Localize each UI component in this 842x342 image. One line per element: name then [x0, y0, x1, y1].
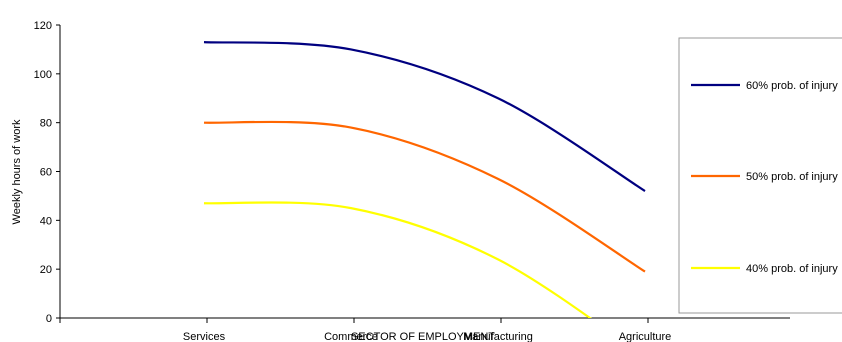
y-tick-label: 20	[40, 264, 52, 276]
y-tick-label: 80	[40, 118, 52, 130]
y-axis-title: Weekly hours of work	[11, 119, 23, 224]
x-axis	[60, 318, 790, 323]
legend-label-2: 50% prob. of injury	[746, 171, 838, 183]
series-line-3	[204, 202, 645, 342]
y-tick-label: 0	[46, 313, 52, 325]
y-tick-label: 120	[34, 20, 52, 32]
series-line-2	[204, 122, 645, 272]
legend-label-3: 40% prob. of injury	[746, 263, 838, 275]
x-tick-label: Agriculture	[619, 331, 672, 342]
x-axis-title: SECTOR OF EMPLOYMENT	[351, 331, 495, 342]
y-tick-label: 60	[40, 167, 52, 179]
y-axis	[56, 25, 60, 318]
legend-label-1: 60% prob. of injury	[746, 80, 838, 92]
y-tick-label: 100	[34, 69, 52, 81]
legend: 60% prob. of injury 50% prob. of injury 40…	[679, 38, 842, 313]
x-tick-label: Services	[183, 331, 226, 342]
series-line-1	[204, 42, 645, 191]
y-tick-label: 40	[40, 215, 52, 227]
